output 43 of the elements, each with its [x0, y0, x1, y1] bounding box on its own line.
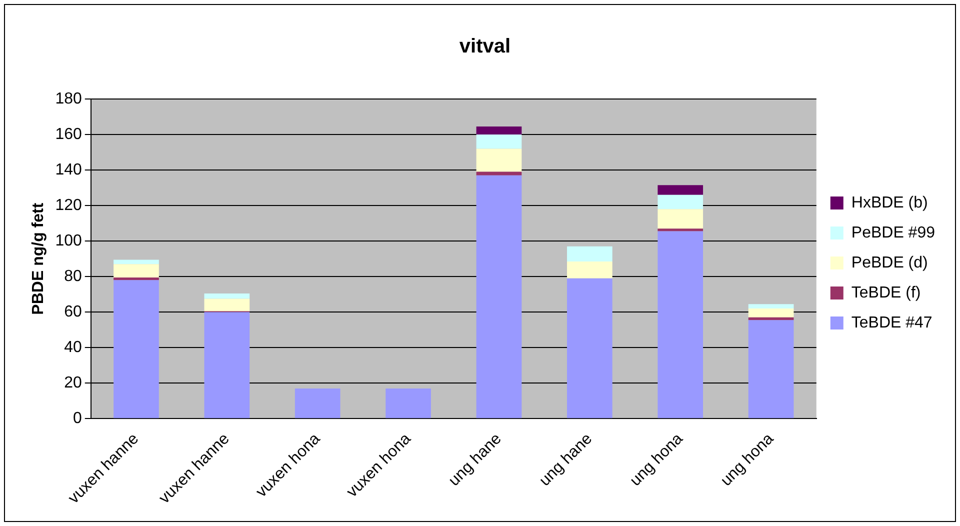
bar	[748, 320, 794, 418]
bar	[658, 185, 704, 195]
bar	[114, 277, 159, 280]
y-tick-label: 0	[72, 410, 82, 428]
legend-label: TeBDE #47	[851, 314, 932, 332]
bar	[476, 134, 522, 149]
y-tick-label: 80	[64, 268, 82, 285]
bar	[476, 175, 522, 418]
bar	[658, 228, 704, 232]
bar	[204, 293, 250, 299]
y-tick-label: 40	[64, 339, 82, 356]
bar	[476, 126, 522, 135]
bar	[294, 388, 340, 418]
bar	[658, 194, 704, 210]
bar	[567, 278, 612, 418]
bar	[658, 209, 704, 229]
y-tick-label: 180	[55, 90, 82, 108]
bar	[114, 280, 159, 418]
bar	[748, 317, 794, 320]
y-tick-label: 20	[64, 374, 82, 392]
chart-title: vitval	[459, 36, 511, 58]
bar	[386, 388, 431, 418]
bar	[748, 308, 794, 318]
bar	[114, 264, 159, 278]
legend-label: HxBDE (b)	[851, 194, 928, 212]
bar	[476, 148, 522, 172]
bar	[567, 246, 612, 262]
y-tick-label: 60	[64, 303, 82, 320]
bar	[658, 231, 704, 418]
legend-label: PeBDE (d)	[851, 254, 928, 272]
bar	[204, 312, 250, 418]
bar	[476, 172, 522, 176]
bar	[748, 304, 794, 309]
legend-label: PeBDE #99	[851, 224, 936, 242]
y-tick-label: 140	[55, 161, 82, 178]
bar	[114, 260, 159, 264]
bar	[567, 261, 612, 278]
y-axis-title: PBDE ng/g fett	[30, 202, 48, 315]
y-tick-label: 100	[55, 232, 82, 250]
legend-label: TeBDE (f)	[851, 284, 921, 302]
bar	[204, 298, 250, 312]
y-tick-label: 120	[55, 196, 82, 214]
y-tick-label: 160	[55, 126, 82, 143]
